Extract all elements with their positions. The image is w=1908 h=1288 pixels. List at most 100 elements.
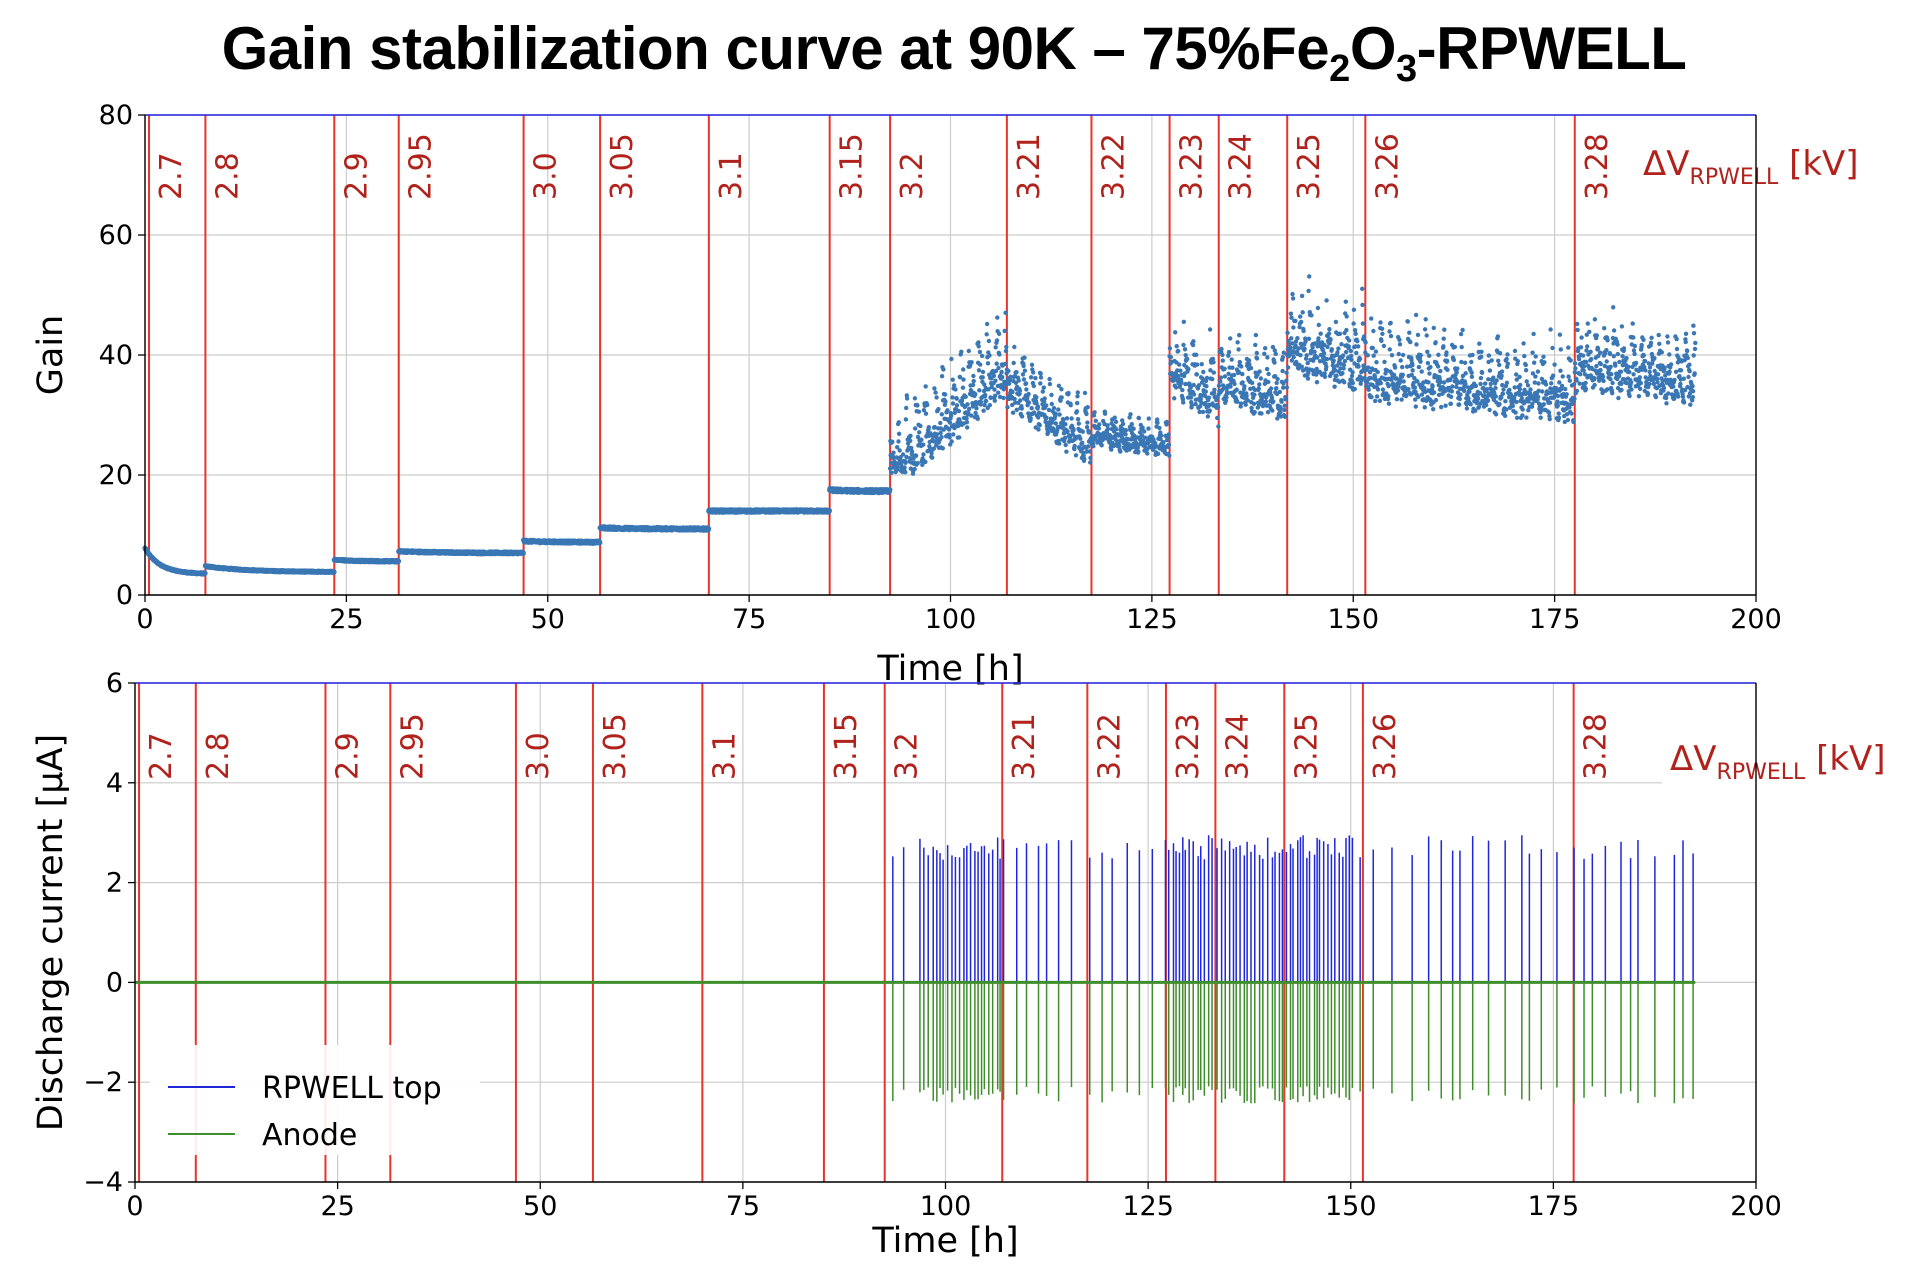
gain-point	[1540, 389, 1545, 394]
gain-point	[597, 540, 603, 546]
gain-point	[1063, 442, 1068, 448]
gain-point	[1022, 368, 1028, 373]
gain-point	[950, 395, 955, 400]
gain-point	[1552, 362, 1557, 367]
gain-point	[1031, 370, 1036, 375]
gain-point	[1428, 364, 1433, 370]
gain-point	[331, 569, 337, 575]
gain-point	[1444, 350, 1449, 355]
gain-point	[1266, 379, 1271, 385]
gain-point	[1191, 392, 1197, 397]
gain-point	[1425, 360, 1431, 366]
gain-point	[1548, 327, 1553, 332]
gain-point	[1470, 352, 1475, 358]
gain-point	[1357, 356, 1363, 362]
gain-point	[1252, 392, 1257, 397]
gain-point	[1375, 387, 1381, 392]
gain-point	[1504, 380, 1510, 385]
gain-point	[1194, 352, 1199, 357]
gain-point	[1375, 369, 1380, 375]
x-tick-label: 75	[732, 604, 766, 635]
gain-point	[1463, 381, 1468, 387]
gain-point	[934, 395, 939, 400]
gain-point	[916, 409, 922, 414]
gain-point	[1396, 351, 1402, 357]
gain-point	[1166, 432, 1171, 437]
x-tick-label: 50	[531, 604, 565, 635]
gain-point	[957, 435, 962, 440]
gain-point	[1339, 342, 1344, 347]
gain-point	[943, 392, 948, 397]
gain-point	[1433, 397, 1439, 403]
gain-point	[1240, 371, 1245, 377]
gain-point	[1016, 378, 1021, 383]
gain-point	[1519, 396, 1525, 401]
gain-point	[1531, 331, 1536, 337]
gain-point	[1282, 414, 1288, 419]
gain-point	[1462, 360, 1468, 365]
gain-point	[1056, 407, 1061, 412]
gain-point	[1114, 427, 1119, 432]
gain-point	[1257, 369, 1262, 374]
gain-point	[1290, 296, 1296, 301]
gain-point	[1288, 311, 1294, 316]
gain-point	[1318, 331, 1323, 336]
gain-point	[987, 353, 992, 358]
gain-point	[1407, 330, 1412, 335]
gain-point	[1291, 325, 1296, 330]
gain-point	[975, 416, 980, 421]
gain-point	[1365, 380, 1370, 385]
gain-point	[1378, 381, 1384, 386]
gain-point	[1295, 336, 1300, 341]
gain-point	[1045, 430, 1051, 435]
gain-point	[1082, 390, 1088, 396]
gain-point	[1075, 390, 1081, 395]
gain-point	[1324, 356, 1330, 362]
gain-point	[1026, 391, 1031, 397]
gain-point	[953, 387, 958, 392]
gain-point	[1321, 351, 1327, 356]
gain-point	[1040, 389, 1046, 394]
gain-point	[974, 406, 979, 411]
gain-point	[1430, 384, 1435, 389]
gain-point	[896, 420, 901, 425]
gain-point	[1057, 412, 1062, 417]
gain-point	[1001, 395, 1006, 401]
gain-point	[1038, 375, 1044, 380]
gain-point	[954, 403, 960, 408]
gain-point	[965, 425, 970, 430]
gain-point	[1215, 415, 1220, 421]
x-tick-label: 200	[1730, 604, 1782, 635]
gain-point	[986, 338, 992, 344]
gain-point	[1266, 371, 1271, 377]
gain-point	[1228, 336, 1233, 341]
gain-point	[395, 558, 402, 564]
gain-point	[1550, 373, 1556, 378]
gain-point	[826, 508, 833, 514]
gain-point	[1059, 387, 1064, 392]
gain-point	[1053, 411, 1058, 416]
gain-point	[1155, 420, 1160, 425]
gain-point	[1469, 370, 1474, 375]
gain-point	[1215, 405, 1221, 410]
gain-point	[1422, 327, 1428, 332]
gain-point	[1523, 368, 1529, 373]
gain-point	[1349, 357, 1354, 362]
gain-point	[903, 470, 908, 475]
gain-point	[1265, 355, 1270, 360]
gain-point	[1400, 364, 1405, 370]
gain-point	[1507, 387, 1512, 393]
gain-point	[1188, 395, 1194, 400]
gain-point	[1082, 456, 1087, 461]
gain-point	[1538, 415, 1543, 420]
gain-point	[1029, 362, 1035, 367]
gain-point	[1463, 371, 1468, 376]
gain-point	[992, 398, 997, 403]
gain-point	[1455, 366, 1460, 371]
gain-point	[1216, 383, 1222, 388]
gain-point	[1167, 453, 1172, 458]
gain-point	[1155, 451, 1161, 456]
gain-point	[971, 373, 976, 379]
gain-point	[936, 407, 941, 412]
